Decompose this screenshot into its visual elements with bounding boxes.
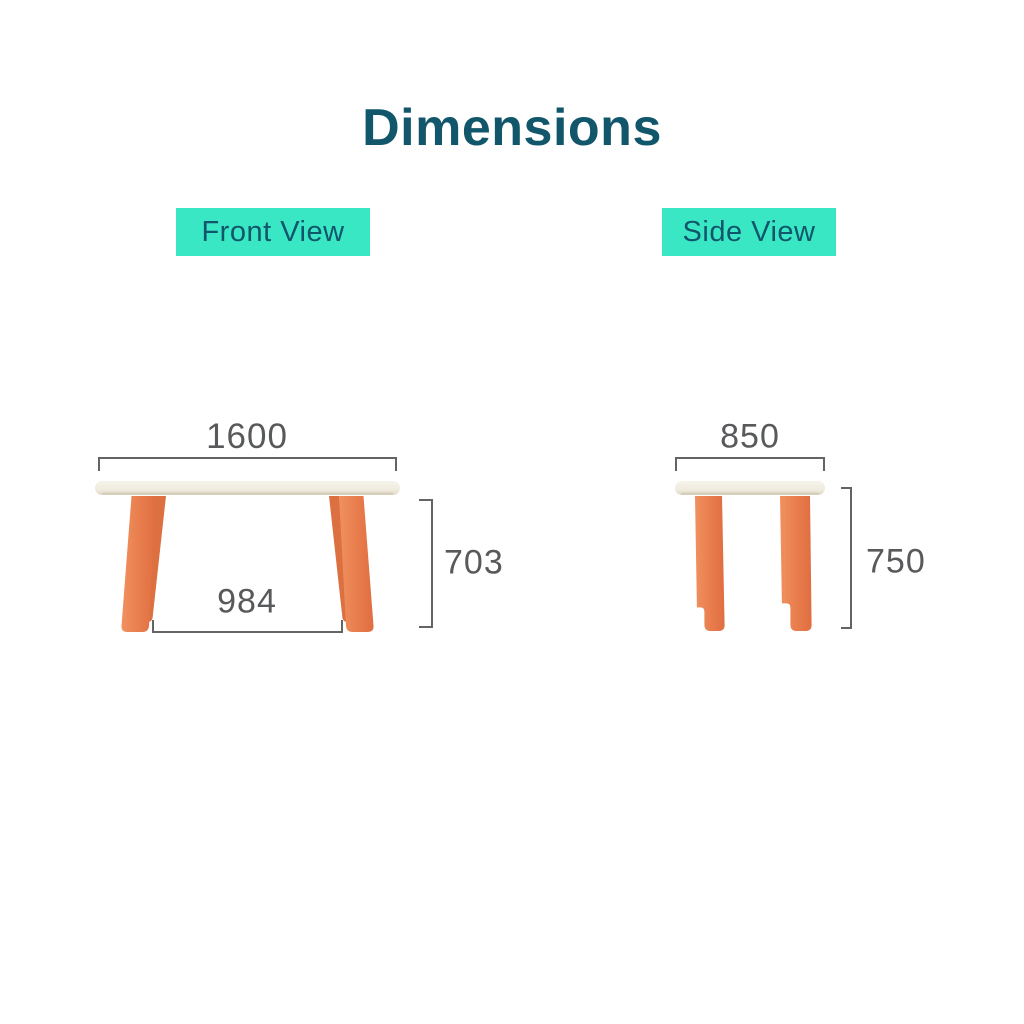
front-tabletop bbox=[95, 481, 400, 495]
side-height-dimension-bracket bbox=[841, 487, 852, 629]
front-view-table-illustration bbox=[95, 481, 400, 632]
front-tabletop-edge-shadow bbox=[102, 492, 393, 495]
side-view-table-illustration bbox=[675, 481, 825, 631]
side-width-label: 850 bbox=[720, 417, 780, 456]
front-width-label: 1600 bbox=[206, 417, 288, 456]
front-view-badge-label: Front View bbox=[201, 215, 345, 248]
front-height-dimension-bracket bbox=[419, 499, 433, 628]
side-right-leg bbox=[780, 496, 812, 631]
front-view-badge: Front View bbox=[176, 208, 370, 256]
side-tabletop-edge-shadow bbox=[681, 492, 819, 495]
page-title: Dimensions bbox=[362, 99, 662, 157]
side-view-badge: Side View bbox=[662, 208, 836, 256]
side-view-badge-label: Side View bbox=[682, 215, 816, 248]
front-height-label: 703 bbox=[444, 543, 504, 582]
side-left-leg bbox=[695, 496, 725, 631]
front-leg-span-label: 984 bbox=[217, 582, 277, 621]
front-width-dimension-bracket bbox=[98, 457, 397, 471]
front-left-leg bbox=[121, 496, 156, 632]
front-leg-span-dimension-bracket bbox=[152, 620, 343, 633]
side-width-dimension-bracket bbox=[675, 457, 825, 471]
side-height-label: 750 bbox=[866, 542, 926, 581]
front-right-leg bbox=[339, 496, 374, 632]
side-tabletop bbox=[675, 481, 825, 495]
